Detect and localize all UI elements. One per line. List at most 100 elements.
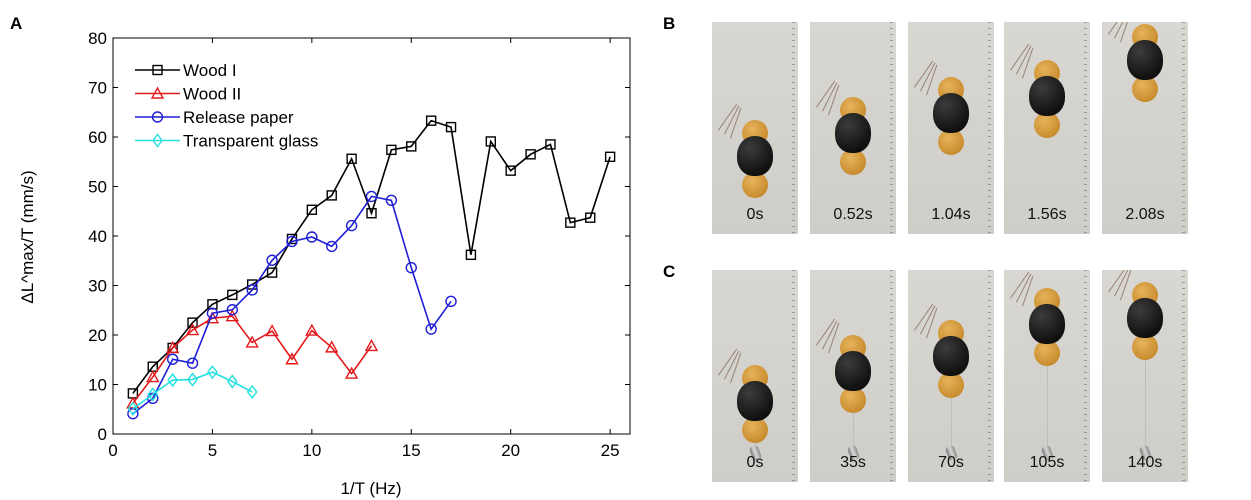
- x-tick-label: 10: [302, 441, 321, 460]
- timestamp-label: 0s: [746, 206, 764, 223]
- data-point: [325, 340, 339, 353]
- x-tick-label: 0: [108, 441, 117, 460]
- y-tick-label: 50: [88, 178, 107, 197]
- snapshot-frame: 35s: [810, 270, 896, 482]
- actuator-disc: [840, 387, 866, 413]
- legend-label: Wood I: [183, 61, 237, 80]
- ruler-strip: [890, 270, 893, 482]
- frames-row-b: 0s 0.52s 1.04s 1.56s 2.08s: [712, 22, 1251, 234]
- series-transparent-glass: [127, 364, 258, 416]
- robot: [1127, 282, 1163, 382]
- data-point: [445, 121, 457, 133]
- actuator-disc: [1132, 76, 1158, 102]
- frames-row-c: 0s 35s 70s 105s 140s: [712, 270, 1251, 482]
- legend-marker: [151, 111, 164, 123]
- data-point: [266, 267, 278, 278]
- series-line: [132, 195, 452, 415]
- robot-body: [1029, 304, 1065, 344]
- panel-label-b: B: [663, 14, 676, 33]
- x-tick-label: 20: [501, 441, 520, 460]
- data-point: [604, 151, 616, 163]
- data-point: [465, 249, 477, 261]
- legend-marker: [152, 133, 163, 148]
- series-layer: [126, 115, 616, 420]
- snapshot-frame: 0s: [712, 270, 798, 482]
- ruler-strip: [890, 22, 893, 234]
- ruler-strip: [1084, 22, 1087, 234]
- legend-label: Release paper: [183, 108, 294, 127]
- robot: [933, 320, 969, 420]
- data-point: [445, 295, 457, 308]
- tow-thread: [1145, 360, 1146, 446]
- legend: Wood I Wood II Release paper Transparent gl…: [135, 61, 318, 151]
- robot: [1029, 60, 1065, 160]
- data-point: [306, 231, 318, 243]
- series-line: [132, 119, 611, 394]
- data-point: [365, 190, 378, 203]
- robot-body: [933, 336, 969, 376]
- data-point: [146, 370, 160, 383]
- tow-thread: [755, 443, 756, 446]
- timestamp-label: 1.56s: [1027, 206, 1067, 223]
- data-point: [285, 352, 299, 365]
- series-wood-ii: [126, 309, 379, 409]
- x-axis-label: 1/T (Hz): [340, 479, 401, 498]
- y-tick-label: 80: [88, 29, 107, 48]
- series-wood-i: [127, 115, 616, 399]
- data-point: [127, 401, 139, 416]
- snapshot-frame: 1.56s: [1004, 22, 1090, 234]
- ruler-strip: [988, 270, 991, 482]
- legend-label: Transparent glass: [183, 132, 318, 151]
- robot: [835, 97, 871, 197]
- robot-body: [835, 351, 871, 391]
- y-tick-label: 30: [88, 277, 107, 296]
- timestamp-label: 0s: [746, 454, 764, 471]
- data-point: [187, 372, 198, 387]
- panel-label-a: A: [10, 14, 23, 33]
- robot-body: [835, 113, 871, 153]
- actuator-disc: [938, 129, 964, 155]
- robot: [737, 365, 773, 465]
- data-point: [364, 338, 379, 352]
- data-point: [346, 153, 357, 164]
- data-point: [185, 323, 200, 336]
- data-point: [425, 323, 437, 335]
- snapshot-frame: 2.08s: [1102, 22, 1188, 234]
- ruler-strip: [792, 270, 795, 482]
- timestamp-label: 35s: [840, 454, 866, 471]
- ruler-strip: [988, 22, 991, 234]
- robot-body: [933, 93, 969, 133]
- data-point: [425, 115, 437, 126]
- data-point: [306, 204, 318, 215]
- data-point: [165, 340, 180, 354]
- robot: [1029, 288, 1065, 388]
- data-point: [226, 304, 239, 316]
- data-point: [225, 309, 239, 322]
- snapshot-frame: 0.52s: [810, 22, 896, 234]
- snapshot-frame: 140s: [1102, 270, 1188, 482]
- data-point: [326, 190, 337, 201]
- y-tick-label: 60: [88, 128, 107, 147]
- data-point: [585, 212, 596, 223]
- tow-thread: [951, 398, 952, 446]
- ruler-strip: [1182, 270, 1185, 482]
- data-point: [525, 149, 536, 160]
- x-tick-label: 5: [208, 441, 217, 460]
- robot-body: [737, 381, 773, 421]
- ruler-strip: [1182, 22, 1185, 234]
- snapshot-frame: 0s: [712, 22, 798, 234]
- actuator-disc: [1034, 112, 1060, 138]
- robot: [1127, 24, 1163, 124]
- data-point: [305, 323, 319, 336]
- y-tick-label: 10: [88, 376, 107, 395]
- data-point: [187, 317, 198, 328]
- robot: [737, 120, 773, 220]
- robot-body: [1029, 76, 1065, 116]
- data-point: [406, 141, 417, 152]
- series-line: [132, 371, 253, 410]
- data-point: [166, 353, 179, 365]
- data-point: [265, 324, 279, 337]
- data-point: [206, 307, 219, 319]
- data-point: [147, 387, 159, 402]
- legend-label: Wood II: [183, 85, 241, 104]
